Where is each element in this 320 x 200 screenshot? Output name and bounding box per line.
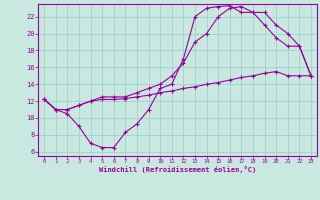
X-axis label: Windchill (Refroidissement éolien,°C): Windchill (Refroidissement éolien,°C) — [99, 166, 256, 173]
